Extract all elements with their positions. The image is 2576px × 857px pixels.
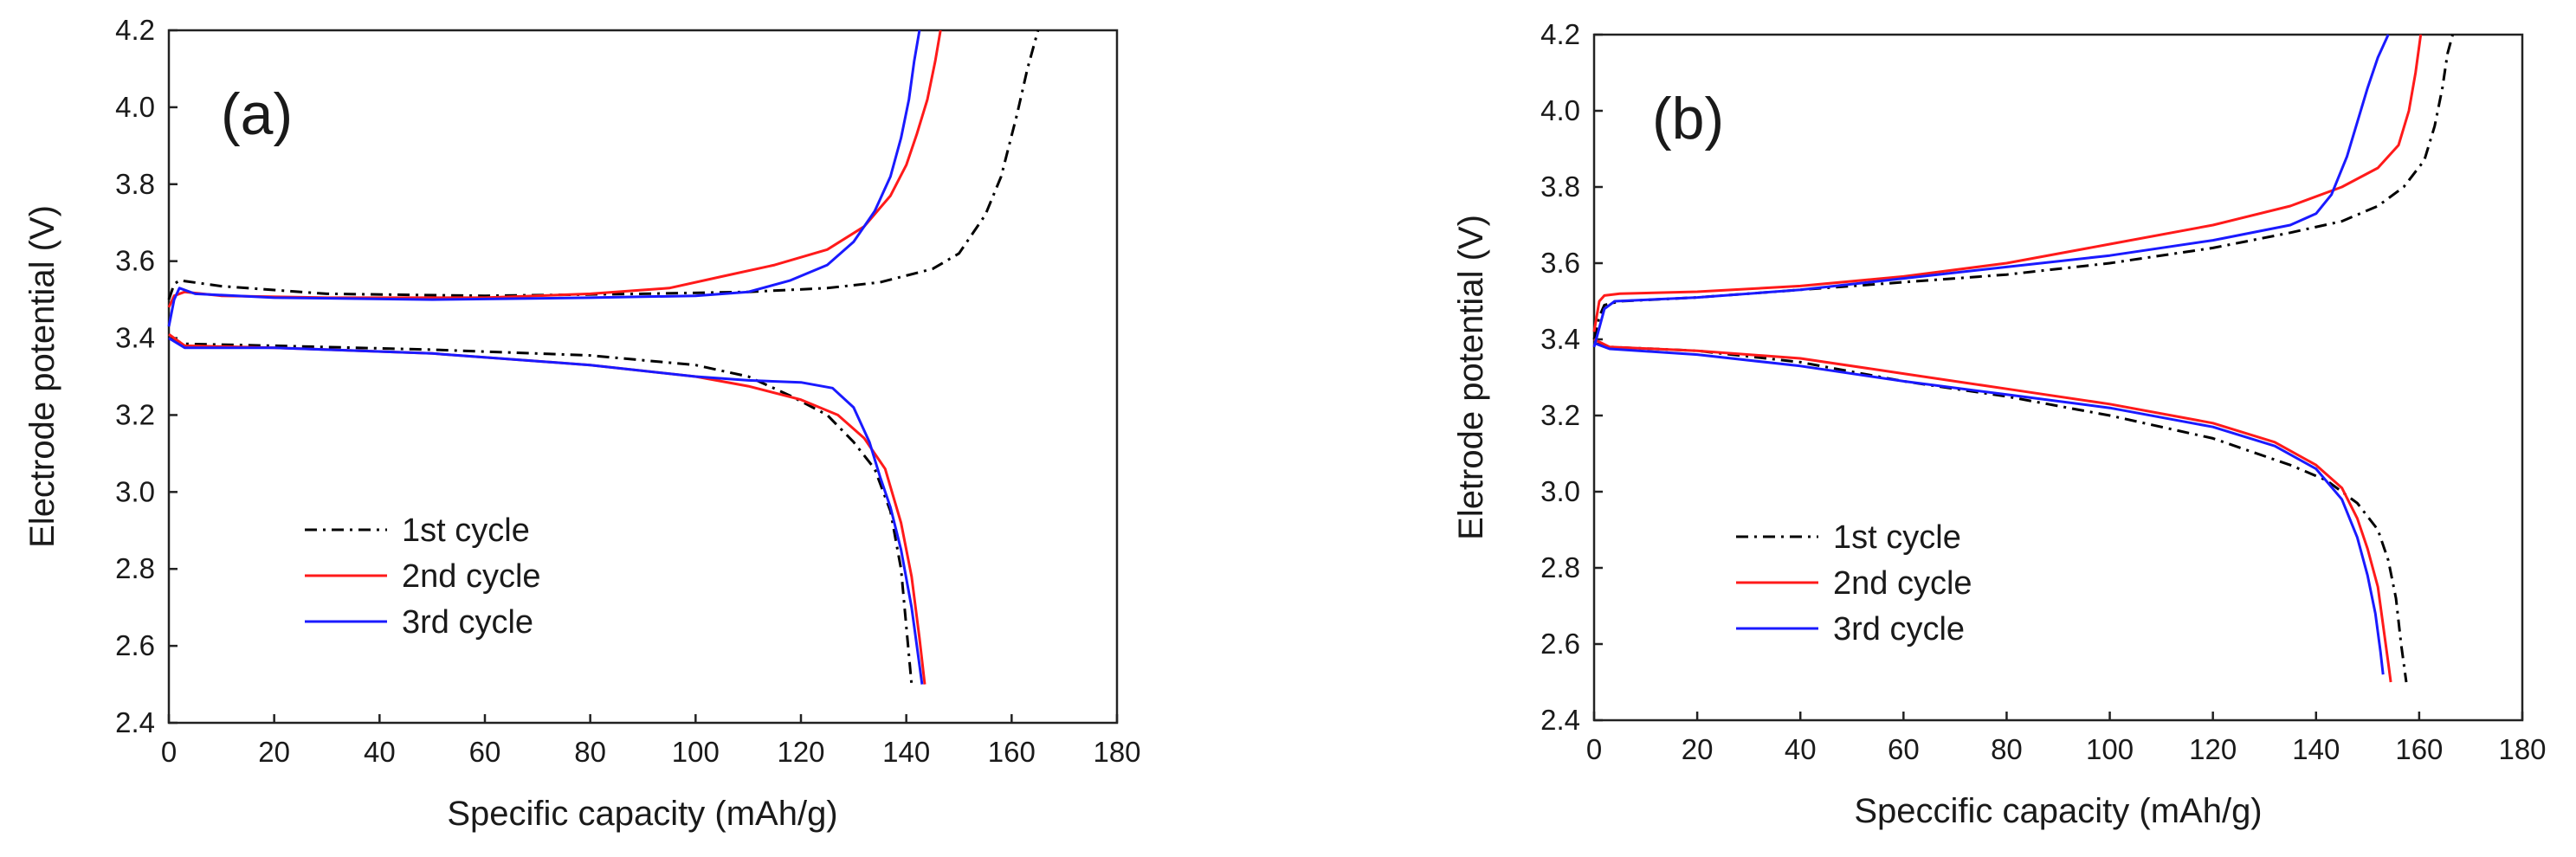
y-tick-label: 3.6 <box>1540 247 1580 279</box>
panel-label: (b) <box>1652 86 1724 151</box>
y-tick-label: 3.0 <box>1540 475 1580 507</box>
series-lines <box>1592 34 2455 683</box>
x-tick-label: 160 <box>2395 733 2443 765</box>
x-axis-title: Specific capacity (mAh/g) <box>447 795 837 833</box>
x-tick-label: 120 <box>2189 733 2237 765</box>
plot-frame <box>1592 33 2524 722</box>
x-axis-title: Speccific capacity (mAh/g) <box>1854 792 2262 830</box>
x-tick-label: 40 <box>364 736 396 768</box>
x-tick-label: 140 <box>882 736 930 768</box>
x-tick-label: 80 <box>574 736 606 768</box>
plot-frame <box>167 29 1119 725</box>
x-tick-label: 140 <box>2292 733 2340 765</box>
series-3-discharge-line <box>1593 341 2385 675</box>
x-tick-label: 180 <box>2498 733 2546 765</box>
legend-label: 2nd cycle <box>402 558 541 595</box>
x-tick-label: 40 <box>1785 733 1817 765</box>
legend-label: 1st cycle <box>1833 519 1961 556</box>
x-tick-label: 0 <box>161 736 177 768</box>
y-tick-label: 2.6 <box>115 629 155 661</box>
panel-label: (a) <box>221 81 293 147</box>
y-tick-label: 4.0 <box>1540 94 1580 126</box>
x-tick-label: 60 <box>1888 733 1920 765</box>
y-tick-label: 2.4 <box>115 706 155 738</box>
series-3-charge-line <box>167 29 921 327</box>
legend-label: 3rd cycle <box>402 604 533 641</box>
y-tick-label: 4.2 <box>115 14 155 46</box>
y-tick-label: 2.8 <box>1540 551 1580 583</box>
x-tick-label: 180 <box>1093 736 1140 768</box>
y-tick-label: 3.4 <box>115 322 155 354</box>
series-2-discharge-line <box>1593 338 2392 683</box>
panel-b: 2.4 2.6 2.8 3.0 3.2 3.4 3.6 3.8 4.0 4.2 0 20 40 60 80… <box>1452 18 2547 830</box>
y-tick-label: 4.2 <box>1540 18 1580 50</box>
legend: 1st cycle 2nd cycle 3rd cycle <box>1736 519 1972 648</box>
series-3-discharge-line <box>168 337 924 685</box>
y-tick-label: 2.8 <box>115 552 155 584</box>
x-tick-label: 100 <box>672 736 720 768</box>
y-ticks: 2.4 2.6 2.8 3.0 3.2 3.4 3.6 3.8 4.0 4.2 <box>115 14 178 738</box>
series-2-discharge-line <box>168 332 926 685</box>
y-tick-label: 3.4 <box>1540 323 1580 355</box>
y-ticks: 2.4 2.6 2.8 3.0 3.2 3.4 3.6 3.8 4.0 4.2 <box>1540 18 1603 736</box>
series-2-charge-line <box>1592 34 2423 332</box>
legend-label: 3rd cycle <box>1833 611 1965 648</box>
y-tick-label: 3.8 <box>1540 171 1580 203</box>
y-tick-label: 3.8 <box>115 168 155 200</box>
x-tick-label: 160 <box>988 736 1036 768</box>
y-tick-label: 3.6 <box>115 245 155 277</box>
y-tick-label: 4.0 <box>115 91 155 123</box>
x-ticks: 0 20 40 60 80 100 120 140 160 180 <box>161 714 1141 768</box>
x-ticks: 0 20 40 60 80 100 120 140 160 180 <box>1586 712 2547 765</box>
series-1-charge-line <box>167 29 1040 300</box>
x-tick-label: 60 <box>469 736 501 768</box>
y-tick-label: 3.0 <box>115 475 155 507</box>
series-1-discharge-line <box>168 337 914 685</box>
series-1-charge-line <box>1592 34 2455 340</box>
panel-a: 2.4 2.6 2.8 3.0 3.2 3.4 3.6 3.8 4.0 4.2 0 20 40 60 80… <box>23 14 1141 833</box>
x-tick-label: 20 <box>1682 733 1714 765</box>
legend-label: 2nd cycle <box>1833 565 1972 602</box>
series-lines <box>167 29 1040 685</box>
y-tick-label: 3.2 <box>115 398 155 430</box>
x-tick-label: 0 <box>1586 733 1602 765</box>
x-tick-label: 20 <box>258 736 290 768</box>
series-3-charge-line <box>1592 34 2390 348</box>
y-axis-title: Eletrode potential (V) <box>1452 215 1490 540</box>
y-tick-label: 2.6 <box>1540 628 1580 660</box>
y-tick-label: 3.2 <box>1540 399 1580 431</box>
legend-label: 1st cycle <box>402 512 530 549</box>
x-tick-label: 120 <box>777 736 824 768</box>
legend: 1st cycle 2nd cycle 3rd cycle <box>305 512 541 641</box>
x-tick-label: 100 <box>2086 733 2134 765</box>
y-tick-label: 2.4 <box>1540 704 1580 736</box>
y-axis-title: Electrode potential (V) <box>23 205 61 548</box>
x-tick-label: 80 <box>1991 733 2023 765</box>
